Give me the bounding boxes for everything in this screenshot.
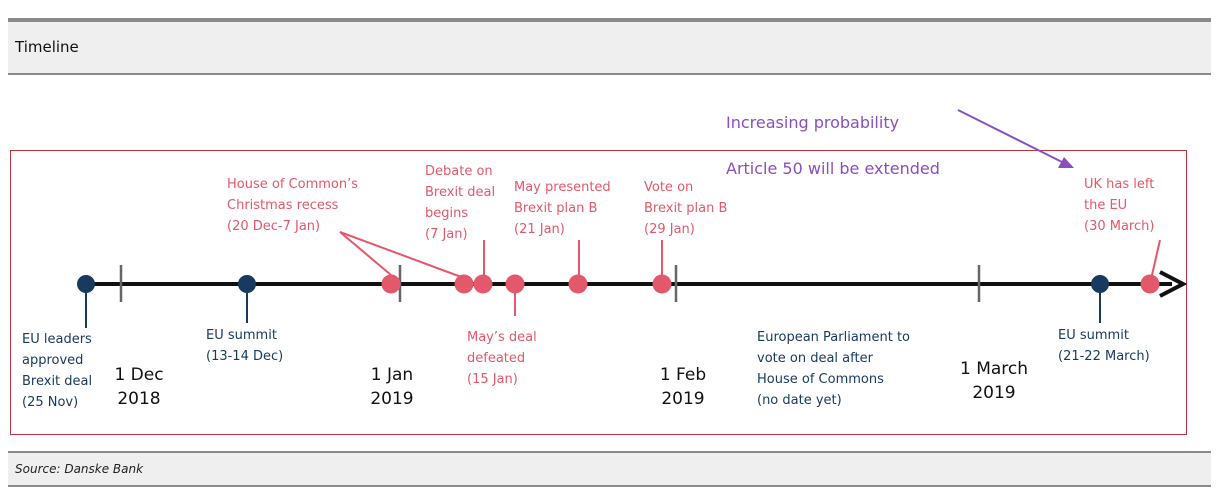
dot-deal-defeated bbox=[505, 274, 525, 294]
label-vote-plan-b: Vote on Brexit plan B (29 Jan) bbox=[644, 180, 728, 237]
dot-plan-b bbox=[568, 274, 588, 294]
label-uk-left: UK has left the EU (30 March) bbox=[1084, 177, 1155, 234]
dot-uk-left bbox=[1140, 274, 1160, 294]
label-christmas-recess: House of Common’s Christmas recess (20 D… bbox=[227, 177, 358, 234]
leader-uk-left bbox=[1151, 239, 1161, 276]
dot-recess-start bbox=[381, 274, 401, 294]
extension-arrow-head bbox=[1058, 157, 1074, 168]
extension-note-line1: Increasing probability bbox=[726, 113, 900, 132]
date-mar: 1 March 2019 bbox=[959, 359, 1029, 403]
dot-debate bbox=[473, 274, 493, 294]
dot-eu-summit-dec bbox=[238, 275, 256, 293]
timeline-arrowhead bbox=[1159, 270, 1188, 298]
extension-note: Increasing probability Article 50 will b… bbox=[726, 88, 940, 203]
leader-recess-start bbox=[339, 231, 392, 276]
footer-band: Source: Danske Bank bbox=[8, 451, 1211, 487]
dot-vote-plan-b bbox=[652, 274, 672, 294]
date-dec: 1 Dec 2018 bbox=[114, 365, 164, 409]
date-jan: 1 Jan 2019 bbox=[370, 365, 414, 409]
label-eu-leaders: EU leaders approved Brexit deal (25 Nov) bbox=[22, 332, 93, 410]
source-note: Source: Danske Bank bbox=[15, 462, 144, 476]
label-eu-summit-mar: EU summit (21-22 March) bbox=[1058, 328, 1150, 364]
figure-title: Timeline bbox=[15, 38, 79, 56]
leader-recess-end bbox=[339, 231, 465, 279]
label-eu-summit-dec: EU summit (13-14 Dec) bbox=[206, 328, 284, 364]
dot-eu-summit-mar bbox=[1091, 275, 1109, 293]
dot-recess-end bbox=[454, 274, 474, 294]
title-band: Timeline bbox=[8, 22, 1211, 75]
label-debate: Debate on Brexit deal begins (7 Jan) bbox=[425, 164, 496, 242]
label-ep-vote: European Parliament to vote on deal afte… bbox=[757, 330, 910, 408]
label-deal-defeated: May’s deal defeated (15 Jan) bbox=[467, 330, 537, 387]
date-feb: 1 Feb 2019 bbox=[659, 365, 707, 409]
top-rule bbox=[8, 18, 1211, 22]
label-plan-b: May presented Brexit plan B (21 Jan) bbox=[514, 180, 611, 237]
extension-arrow-line bbox=[957, 109, 1065, 164]
dot-eu-leaders bbox=[77, 275, 95, 293]
extension-note-line2: Article 50 will be extended bbox=[726, 159, 940, 178]
timeline-frame bbox=[10, 150, 1187, 435]
